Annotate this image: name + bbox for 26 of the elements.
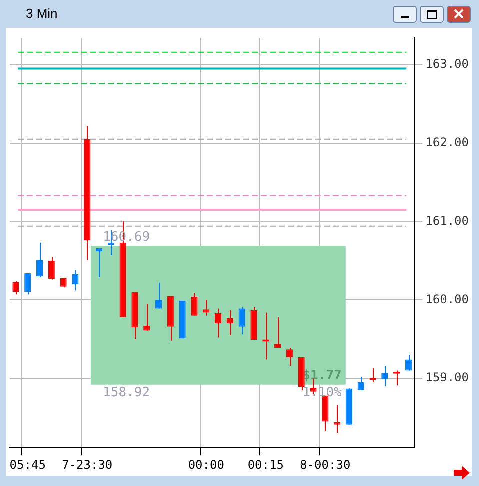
y-tick-label: 161.00 xyxy=(426,214,470,228)
candlestick xyxy=(48,256,55,280)
y-tick-label: 163.00 xyxy=(426,56,470,71)
candlestick xyxy=(36,242,44,278)
candlestick xyxy=(286,347,293,367)
y-tick-label: 159.00 xyxy=(426,370,470,385)
annotation: 158.92 xyxy=(103,386,150,401)
x-tick-label: 00:15 xyxy=(248,458,284,472)
y-tick-label: 162.00 xyxy=(426,135,470,150)
candlestick xyxy=(405,354,412,372)
x-tick-label: 05:45 xyxy=(10,458,46,472)
candlestick xyxy=(24,272,32,296)
x-tick-label: 7-23:30 xyxy=(62,458,113,472)
candlestick xyxy=(274,316,282,348)
y-tick-label: 160.00 xyxy=(426,292,470,306)
candlestick xyxy=(238,306,246,336)
x-tick-label: 8-00:30 xyxy=(300,458,351,472)
candlestick xyxy=(322,395,329,432)
candlestick xyxy=(334,404,341,434)
x-tick-label: 00:00 xyxy=(188,458,224,472)
chart-title: 3 Min xyxy=(26,6,58,21)
candlestick xyxy=(226,310,234,336)
candlestick xyxy=(382,366,388,387)
candlestick xyxy=(191,292,198,316)
candlestick xyxy=(144,304,150,332)
candlestick xyxy=(155,282,162,310)
